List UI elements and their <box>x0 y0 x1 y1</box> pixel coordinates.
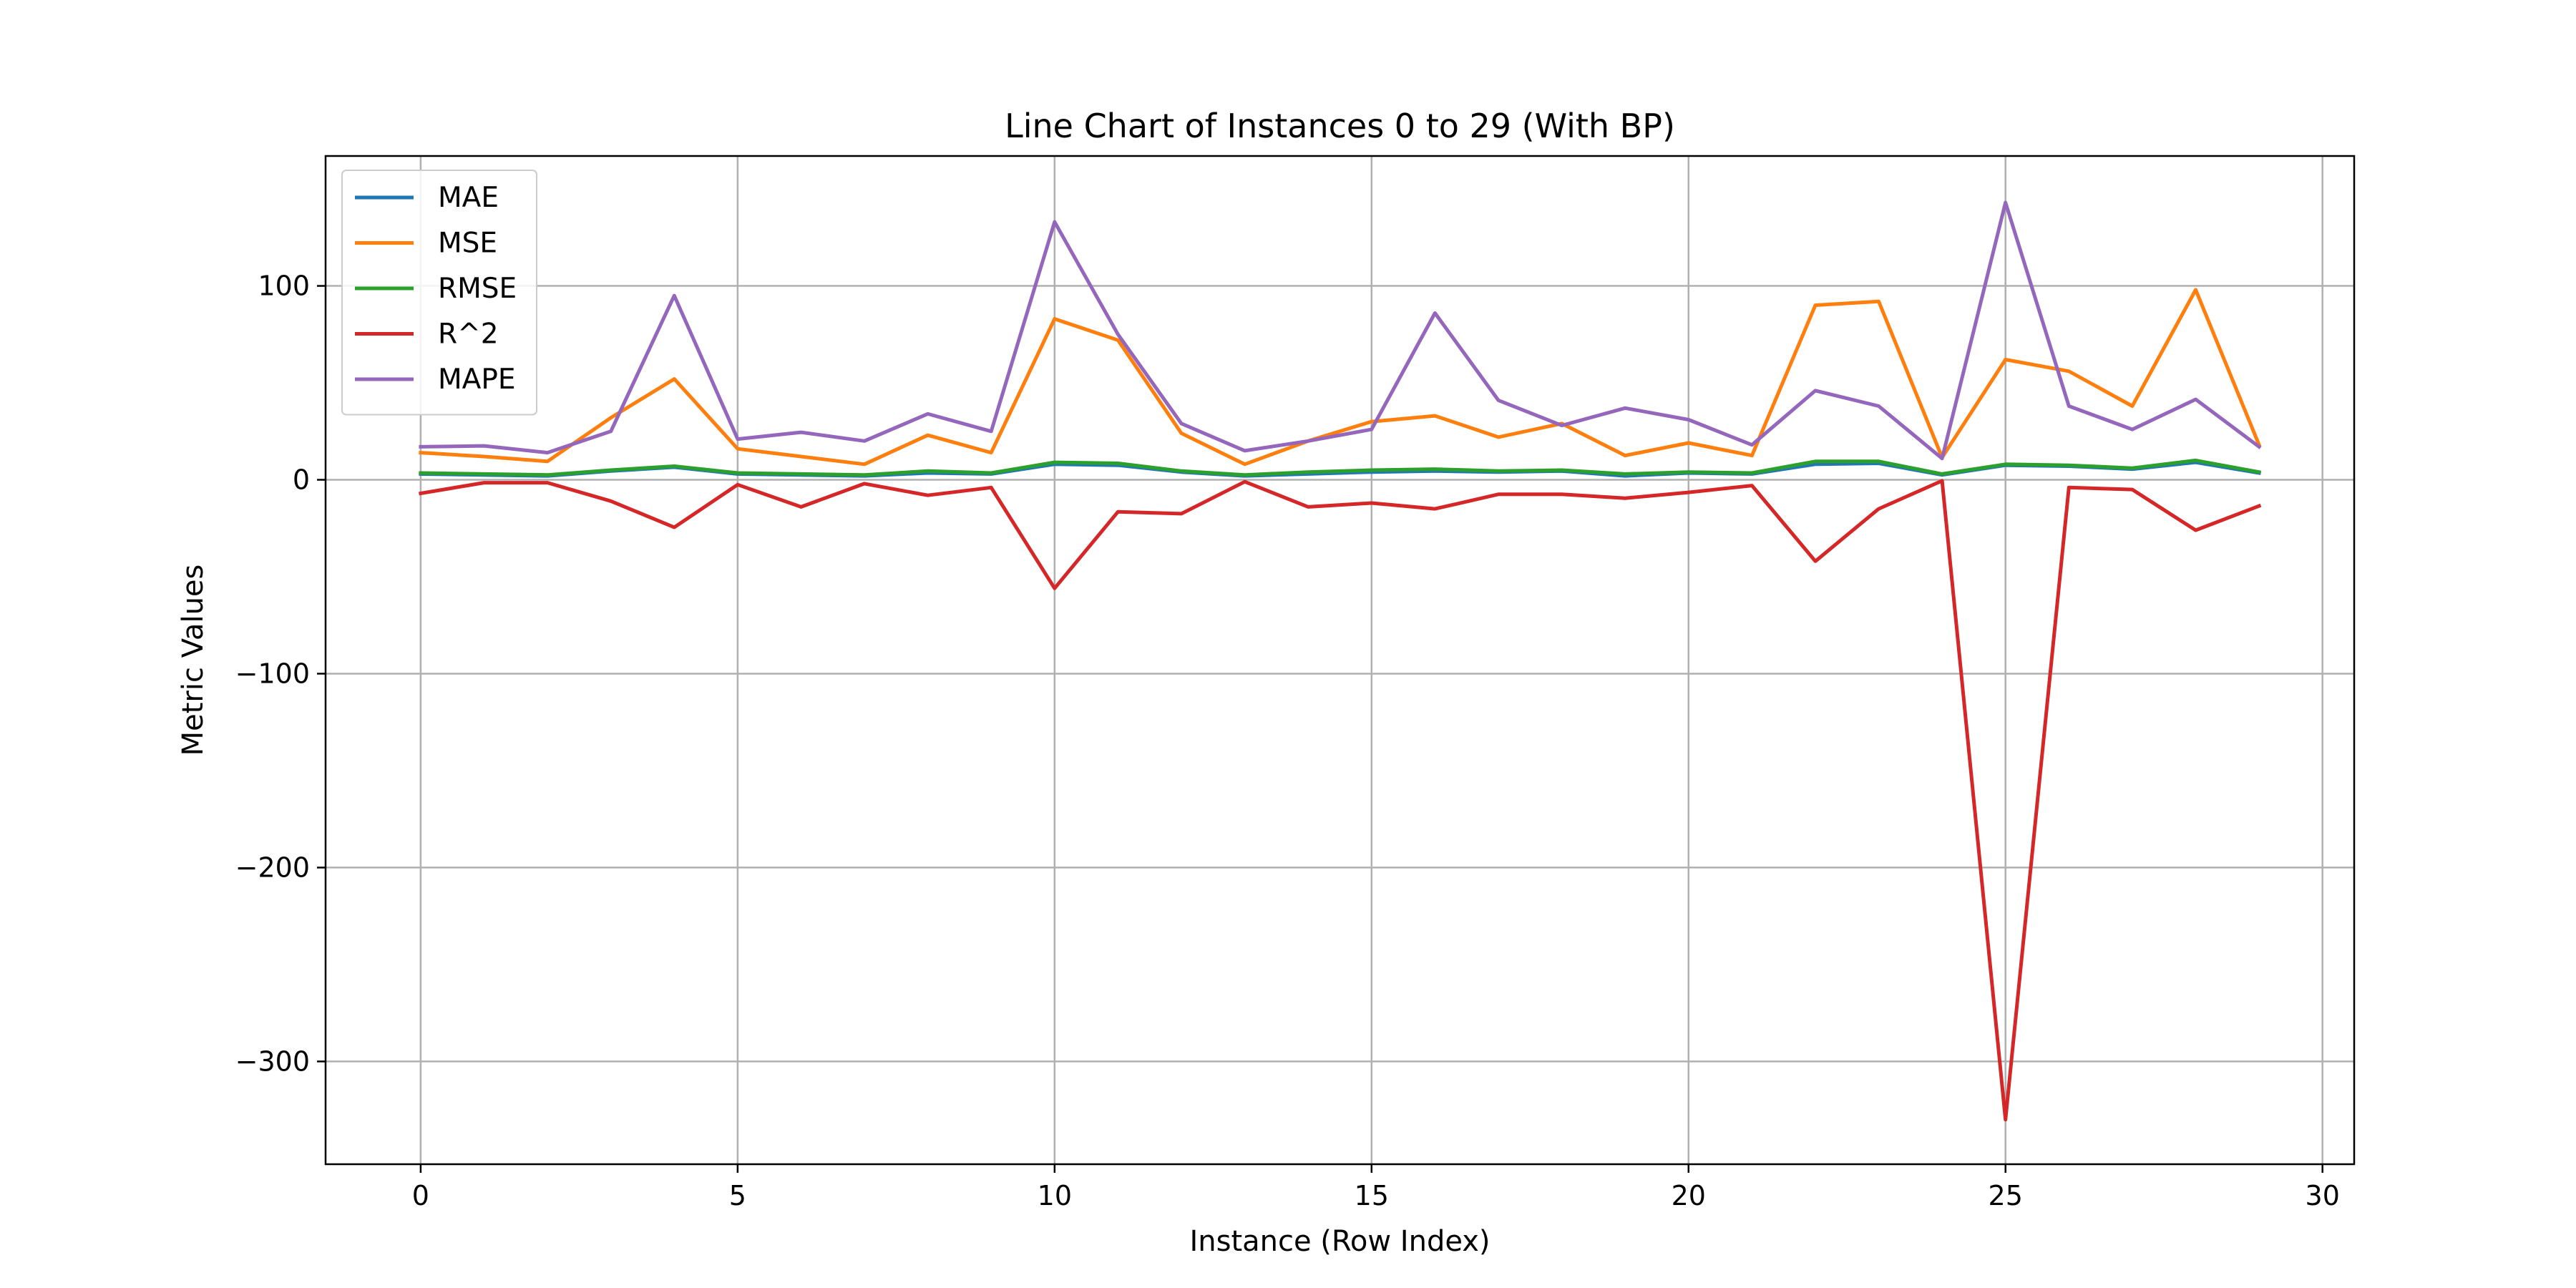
x-tick-label: 20 <box>1672 1180 1706 1211</box>
series-lines <box>419 200 2262 1122</box>
x-tick-label: 25 <box>1989 1180 2023 1211</box>
x-tick-label: 0 <box>412 1180 429 1211</box>
x-tick-label: 10 <box>1038 1180 1072 1211</box>
y-axis-label: Metric Values <box>177 565 210 756</box>
x-tick-label: 30 <box>2306 1180 2340 1211</box>
x-axis-ticks: 0 5 10 15 20 25 30 <box>412 1164 2340 1211</box>
legend-label: MAE <box>438 182 499 214</box>
y-axis-ticks: −300 −200 −100 0 100 <box>235 270 326 1077</box>
legend: MAE MSE RMSE R^2 MAPE <box>341 170 537 416</box>
legend-label: RMSE <box>438 273 517 305</box>
x-axis-label: Instance (Row Index) <box>1189 1225 1490 1258</box>
chart-title: Line Chart of Instances 0 to 29 (With BP… <box>1005 107 1675 145</box>
legend-box <box>341 170 537 416</box>
x-tick-label: 5 <box>729 1180 746 1211</box>
grid-lines <box>326 156 2354 1164</box>
y-tick-label: 0 <box>293 464 310 496</box>
series-line-r2 <box>419 479 2262 1122</box>
series-line-mape <box>419 200 2262 461</box>
legend-label: MSE <box>438 228 497 260</box>
series-line-mse <box>419 288 2262 467</box>
y-tick-label: −200 <box>235 852 310 883</box>
legend-label: R^2 <box>438 318 499 351</box>
legend-label: MAPE <box>438 364 516 396</box>
y-tick-label: −300 <box>235 1045 310 1077</box>
x-tick-label: 15 <box>1355 1180 1389 1211</box>
y-tick-label: 100 <box>258 270 310 302</box>
series-line-rmse <box>419 458 2262 477</box>
y-tick-label: −100 <box>235 658 310 689</box>
plot-frame <box>324 155 2356 1166</box>
